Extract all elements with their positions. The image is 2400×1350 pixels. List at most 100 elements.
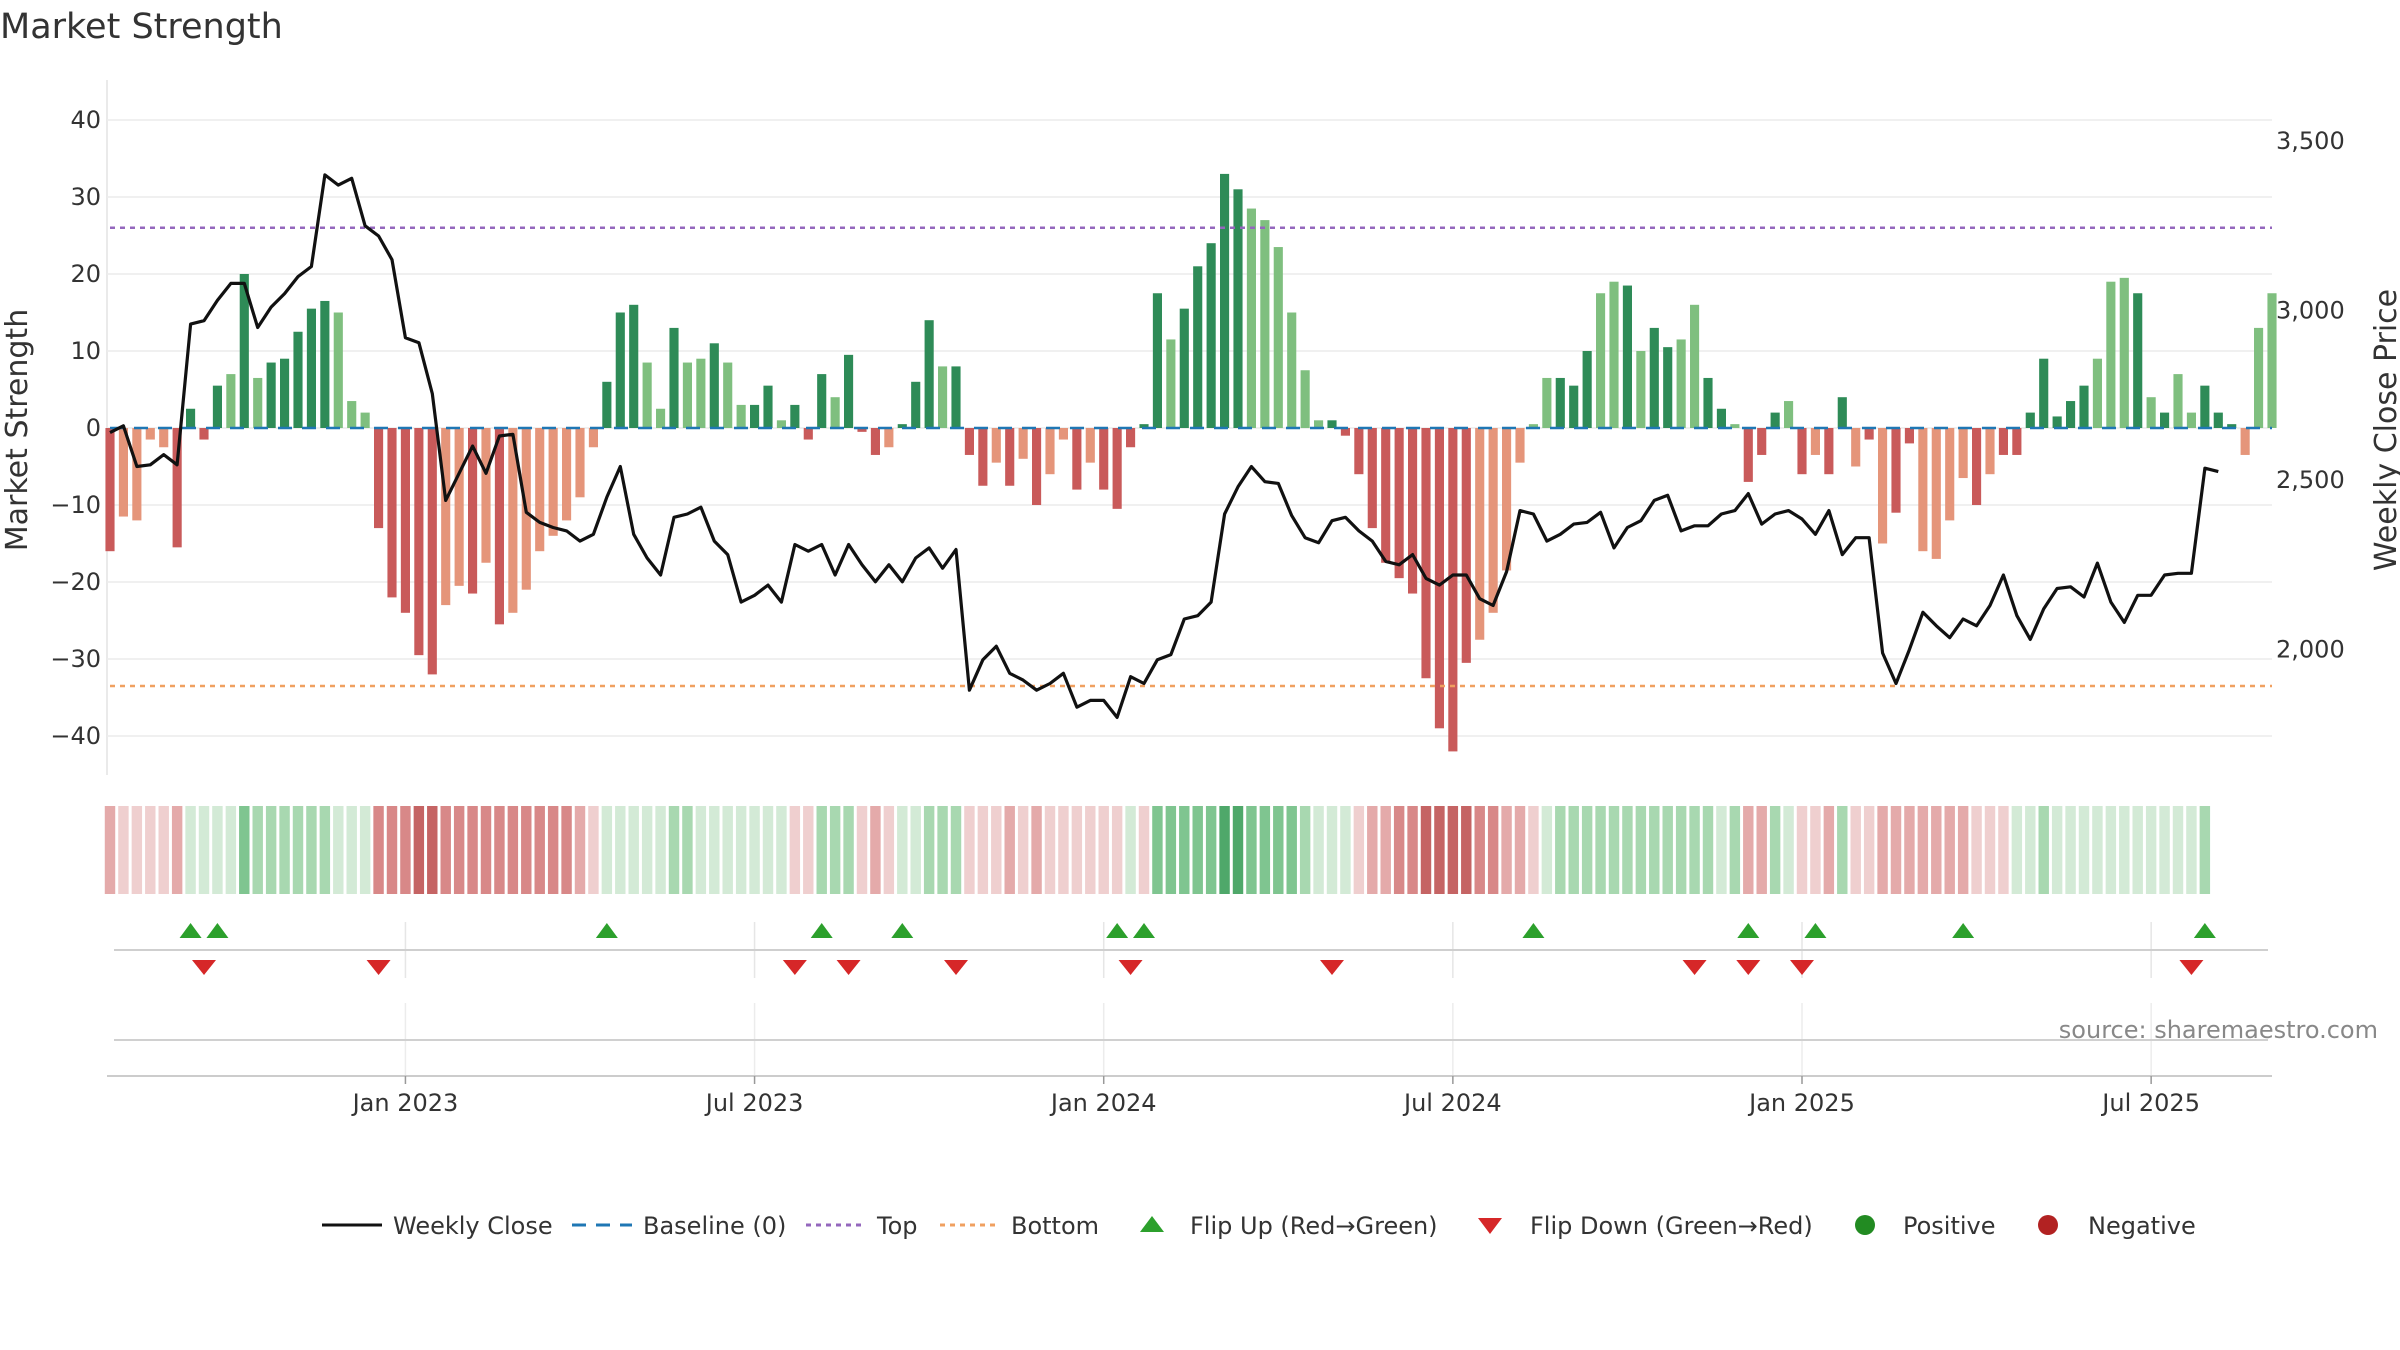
flip-markers-panel — [114, 922, 2268, 978]
strength-bar — [1878, 428, 1888, 544]
strength-bar — [857, 428, 867, 432]
strength-bar — [2052, 416, 2062, 428]
flip-up-marker — [1106, 923, 1129, 938]
regime-cell — [628, 806, 639, 894]
strength-bar — [1233, 189, 1243, 428]
strength-bar — [2025, 412, 2035, 428]
regime-cell — [1944, 806, 1955, 894]
regime-cell — [1474, 806, 1485, 894]
regime-cell — [1044, 806, 1056, 894]
strength-bar — [723, 362, 733, 428]
x-tick-label: Jul 2024 — [1402, 1089, 1502, 1117]
strength-bar — [1716, 408, 1726, 428]
strength-bar — [1596, 293, 1606, 428]
strength-bar — [1193, 266, 1203, 428]
regime-cell — [789, 806, 801, 894]
strength-bar — [1300, 370, 1310, 428]
flip-down-marker — [1736, 960, 1761, 975]
regime-cell — [507, 806, 519, 894]
strength-bar — [1166, 339, 1176, 428]
strength-bar — [427, 428, 437, 675]
strength-bar — [2240, 428, 2250, 455]
regime-cell — [1313, 806, 1324, 894]
y-tick-label: 20 — [70, 260, 101, 288]
strength-bar — [2119, 277, 2129, 428]
regime-cell — [1420, 806, 1432, 894]
strength-bar — [1152, 293, 1162, 428]
strength-bar — [1475, 428, 1485, 640]
legend-label: Weekly Close — [393, 1212, 553, 1240]
strength-bar — [2254, 327, 2264, 428]
strength-bar — [266, 362, 276, 428]
y2-tick-label: 2,000 — [2276, 636, 2345, 664]
strength-bar — [830, 397, 840, 428]
y2-tick-label: 3,500 — [2276, 127, 2345, 155]
y2-axis-label: Weekly Close Price — [2369, 289, 2400, 571]
strength-bar — [320, 300, 330, 428]
strength-bar — [1690, 304, 1700, 428]
strength-bar — [1005, 428, 1015, 486]
strength-bar — [1381, 428, 1391, 563]
legend-label: Flip Down (Green→Red) — [1530, 1212, 1813, 1240]
strength-bar — [1126, 428, 1136, 448]
x-tick-label: Jul 2023 — [704, 1089, 804, 1117]
strength-bar — [709, 343, 719, 428]
regime-cell — [615, 806, 626, 894]
strength-bar — [1528, 424, 1538, 428]
strength-bar — [1891, 428, 1901, 513]
regime-cell — [1783, 806, 1794, 894]
strength-bar — [1824, 428, 1834, 475]
regime-cell — [1165, 806, 1177, 894]
strength-bar — [964, 428, 974, 455]
regime-cell — [1877, 806, 1888, 894]
strength-bar — [2106, 281, 2116, 428]
strength-bar — [991, 428, 1001, 463]
strength-bar — [1354, 428, 1364, 475]
strength-bar — [1542, 377, 1552, 428]
y-axis-label: Market Strength — [0, 309, 35, 551]
strength-bar — [2092, 358, 2102, 428]
strength-bar — [1810, 428, 1820, 455]
x-tick-label: Jan 2025 — [1747, 1089, 1855, 1117]
y-tick-label: 10 — [70, 337, 101, 365]
strength-bar — [669, 327, 679, 428]
strength-bar — [1058, 428, 1068, 440]
regime-cell — [1837, 806, 1848, 894]
regime-cell — [1205, 806, 1217, 894]
strength-bar — [1206, 243, 1216, 428]
strength-bar — [1770, 412, 1780, 428]
regime-cell — [601, 806, 613, 894]
regime-cell — [1823, 806, 1835, 894]
regime-cell — [1608, 806, 1620, 894]
strength-bar — [360, 412, 370, 428]
regime-cell — [1232, 806, 1244, 894]
strength-bar — [1851, 428, 1861, 467]
regime-cell — [1662, 806, 1673, 894]
regime-cell — [1810, 806, 1821, 894]
strength-bar — [1998, 428, 2008, 455]
x-tick-label: Jul 2025 — [2100, 1089, 2200, 1117]
flip-up-marker — [179, 923, 202, 938]
regime-cell — [561, 806, 572, 894]
strength-bar — [494, 428, 504, 625]
regime-cell — [843, 806, 854, 894]
regime-cell — [1461, 806, 1472, 894]
regime-cell — [480, 806, 492, 894]
strength-bar — [1179, 308, 1189, 428]
regime-cell — [1487, 806, 1499, 894]
flip-up-marker — [1804, 923, 1827, 938]
regime-cell — [991, 806, 1002, 894]
legend-label: Bottom — [1011, 1212, 1099, 1240]
strength-bar — [911, 381, 921, 428]
bottom-panel — [107, 1003, 2272, 1077]
regime-cell — [1085, 806, 1096, 894]
strength-bar — [454, 428, 464, 586]
regime-cell — [856, 806, 868, 894]
regime-cell — [225, 806, 237, 894]
regime-cell — [910, 806, 921, 894]
strength-bar — [575, 428, 585, 498]
strength-bar — [817, 374, 827, 428]
strength-bar — [2227, 424, 2237, 428]
strength-bar — [790, 404, 800, 428]
regime-cell — [1138, 806, 1150, 894]
